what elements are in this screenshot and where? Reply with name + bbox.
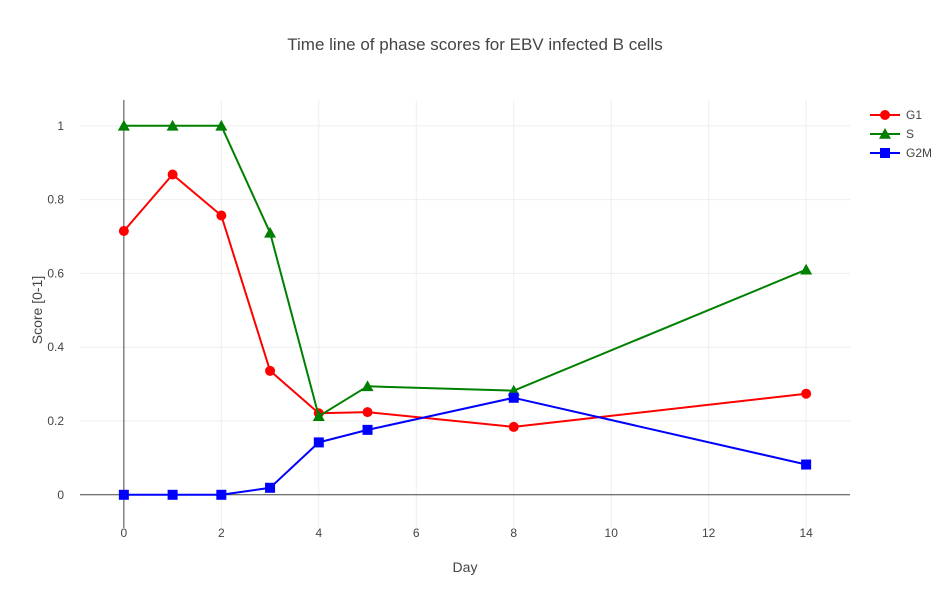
y-tick-label: 0.2 (47, 414, 64, 428)
series-line-g1 (123, 173, 807, 428)
y-tick-label: 0.4 (47, 340, 64, 354)
tick-labels: 00.20.40.60.810 2 4 6 8 10 12 14 (47, 119, 813, 540)
data-point-g2m (216, 489, 227, 500)
legend-marker (880, 148, 890, 158)
legend-label: G1 (906, 108, 922, 122)
data-point-g1 (362, 407, 373, 418)
x-tick-label: 4 (315, 526, 322, 540)
legend-label: G2M (906, 146, 932, 160)
data-point-g2m (313, 437, 324, 448)
legend[interactable]: G1 S G2M (870, 108, 932, 160)
chart-title: Time line of phase scores for EBV infect… (287, 35, 662, 54)
data-point-s (361, 380, 374, 392)
data-point-s (264, 226, 277, 238)
y-tick-label: 1 (57, 119, 64, 133)
legend-marker (880, 110, 890, 120)
series-line-s (123, 124, 807, 418)
x-axis-title: Day (453, 559, 478, 575)
data-point-s (166, 119, 179, 131)
data-point-g1 (118, 225, 129, 236)
x-tick-label: 8 (510, 526, 517, 540)
legend-marker (879, 128, 891, 139)
legend-item-s[interactable]: S (870, 127, 914, 141)
series-group (117, 119, 813, 500)
data-point-s (215, 119, 228, 131)
legend-item-g1[interactable]: G1 (870, 108, 922, 122)
x-tick-label: 12 (702, 526, 716, 540)
legend-item-g2m[interactable]: G2M (870, 146, 932, 160)
x-tick-label: 0 (121, 526, 128, 540)
x-tick-label: 14 (799, 526, 813, 540)
x-tick-label: 10 (605, 526, 619, 540)
data-point-g2m (118, 489, 129, 500)
data-point-g1 (167, 169, 178, 180)
y-axis-title: Score [0-1] (29, 276, 45, 344)
data-point-g2m (508, 392, 519, 403)
data-point-s (117, 119, 130, 131)
x-tick-label: 6 (413, 526, 420, 540)
y-tick-label: 0.6 (47, 266, 64, 280)
data-point-g1 (265, 365, 276, 376)
y-tick-label: 0 (57, 488, 64, 502)
data-point-s (312, 410, 325, 422)
data-point-g1 (508, 421, 519, 432)
data-point-g1 (801, 388, 812, 399)
data-point-g2m (801, 459, 812, 470)
data-point-s (800, 263, 813, 275)
data-point-g2m (167, 489, 178, 500)
grid (80, 100, 850, 528)
y-tick-label: 0.8 (47, 193, 64, 207)
data-point-g2m (362, 424, 373, 435)
series-line-g2m (123, 396, 807, 496)
x-tick-label: 2 (218, 526, 225, 540)
data-point-g1 (216, 210, 227, 221)
legend-label: S (906, 127, 914, 141)
data-point-g2m (265, 482, 276, 493)
series-g2m (118, 392, 812, 500)
series-s (117, 119, 813, 422)
